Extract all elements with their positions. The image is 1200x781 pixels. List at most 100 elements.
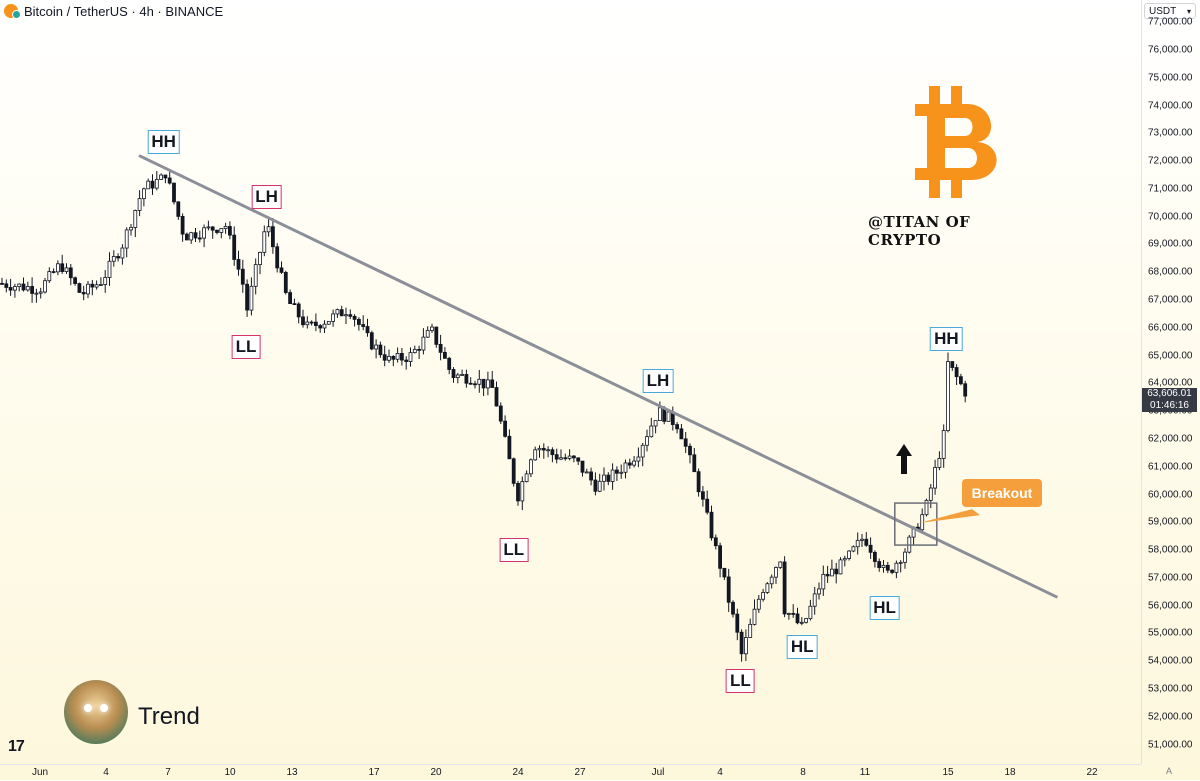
candle (799, 617, 804, 626)
candle (503, 415, 508, 438)
candle (907, 535, 912, 554)
price-chart[interactable] (0, 0, 1141, 764)
candle (584, 468, 589, 474)
candle (825, 565, 830, 583)
candle (223, 222, 228, 234)
breakout-pointer (918, 509, 980, 524)
candle (146, 178, 151, 190)
candle (408, 347, 413, 367)
tradingview-logo[interactable]: 17 (8, 738, 25, 755)
candle (43, 277, 47, 294)
price-tick-label: 61,000.00 (1148, 461, 1193, 473)
candle (266, 219, 271, 237)
candle (675, 422, 679, 434)
candle (116, 253, 120, 262)
candle (756, 594, 761, 613)
candle (507, 429, 512, 460)
trendline[interactable] (138, 154, 1059, 599)
candle (567, 449, 572, 461)
candle (761, 588, 765, 602)
candle (683, 431, 688, 454)
candle (455, 372, 460, 384)
candle (335, 308, 340, 318)
candle (533, 446, 538, 461)
candle (86, 281, 90, 299)
candle (954, 364, 959, 386)
candle (447, 356, 452, 375)
time-tick-label: 7 (165, 767, 171, 778)
candle (559, 449, 563, 461)
price-tick-label: 77,000.00 (1148, 16, 1193, 28)
price-tick-label: 74,000.00 (1148, 100, 1193, 112)
auto-scale-button[interactable]: A (1166, 766, 1173, 776)
candle (649, 417, 654, 438)
candle-countdown: 01:46:16 (1150, 400, 1189, 411)
candle (864, 532, 869, 547)
candle (868, 537, 873, 559)
time-axis[interactable]: Jun 4 7 10 13 17 20 24 27 Jul 4 8 11 15 18 22 (0, 764, 1141, 781)
candle (572, 455, 576, 463)
candle (941, 424, 946, 468)
candle (464, 369, 469, 388)
swing-label: LL (499, 538, 529, 563)
price-tick-label: 72,000.00 (1148, 155, 1193, 167)
candle (959, 373, 963, 386)
candle (344, 307, 348, 325)
candle (511, 457, 516, 487)
price-axis[interactable]: 51,000.00 52,000.00 53,000.00 54,000.00 55,0… (1141, 0, 1200, 764)
currency-selector[interactable]: USDT ▾ (1144, 3, 1196, 19)
time-tick-label: 20 (430, 767, 442, 778)
symbol-title[interactable]: Bitcoin / TetherUS · 4h · BINANCE (24, 3, 224, 19)
candle (554, 448, 559, 464)
candle (305, 316, 310, 329)
candle (726, 568, 731, 612)
candle (838, 557, 843, 575)
candle (576, 457, 581, 465)
time-tick-label: 22 (1086, 767, 1098, 778)
avatar-eye-icon (84, 704, 92, 712)
candle (227, 221, 232, 240)
candle (438, 334, 443, 361)
candle (30, 277, 35, 303)
candle (258, 251, 262, 275)
candle (546, 446, 550, 458)
candle (787, 612, 791, 620)
candle (873, 550, 877, 568)
time-tick-label: 15 (942, 767, 954, 778)
price-tick-label: 68,000.00 (1148, 266, 1193, 278)
candle (47, 267, 52, 283)
candle (752, 599, 757, 626)
candle (722, 567, 727, 581)
candle (619, 464, 624, 479)
candle (817, 582, 821, 600)
candle (430, 323, 434, 333)
price-tick-label: 66,000.00 (1148, 322, 1193, 334)
swing-label: HL (869, 596, 900, 621)
candle (378, 341, 383, 358)
candle (744, 629, 748, 662)
candle (240, 259, 245, 293)
breakout-label: Breakout (962, 479, 1042, 507)
candle (821, 565, 826, 596)
time-tick-label: 11 (859, 767, 871, 778)
candle (107, 252, 112, 286)
price-tick-label: 70,000.00 (1148, 211, 1193, 223)
candle (0, 277, 4, 285)
candle (232, 226, 237, 266)
arrow-up-icon (896, 444, 912, 474)
candle (215, 229, 219, 235)
candle (782, 556, 787, 618)
candle (56, 260, 60, 276)
candle (830, 559, 834, 577)
candle (417, 345, 422, 359)
candle (473, 380, 477, 389)
candle (950, 361, 955, 371)
candle (4, 279, 9, 293)
candle (589, 467, 593, 486)
candle (425, 326, 430, 338)
candle (8, 278, 13, 296)
candle (851, 545, 856, 553)
candle (279, 261, 284, 274)
candle (477, 369, 482, 393)
currency-label: USDT (1149, 5, 1177, 17)
